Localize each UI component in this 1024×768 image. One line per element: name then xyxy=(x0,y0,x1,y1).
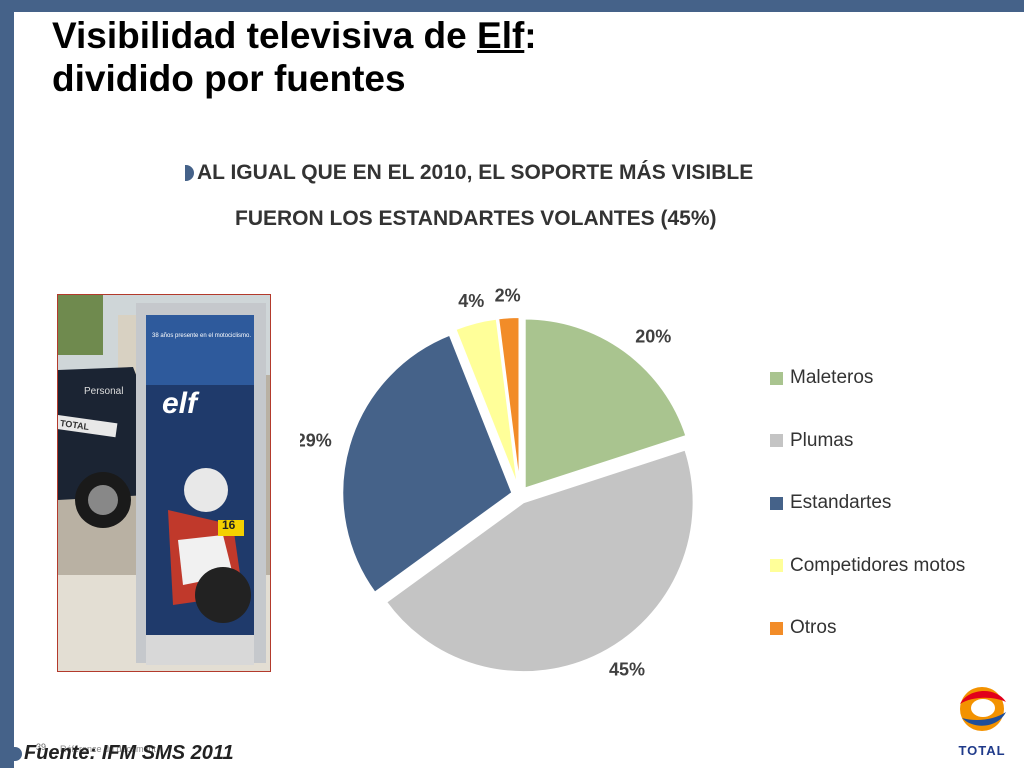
pie-slice-otros xyxy=(497,316,521,488)
legend-item-plumas: Plumas xyxy=(770,410,965,473)
subtitle-line-2: FUERON LOS ESTANDARTES VOLANTES (45%) xyxy=(235,207,717,230)
pie-slice-maleteros xyxy=(523,317,688,490)
legend-swatch xyxy=(770,496,783,510)
legend-item-competidores-motos: Competidores motos xyxy=(770,535,965,598)
top-frame-bar xyxy=(0,0,1024,12)
legend-label: Estandartes xyxy=(790,492,892,514)
footer-bullet-icon xyxy=(14,746,22,761)
left-frame-bar xyxy=(0,0,14,768)
title-line-2: dividido por fuentes xyxy=(52,58,406,99)
legend-item-maleteros: Maleteros xyxy=(770,347,965,410)
data-label-plumas: 45% xyxy=(609,660,645,680)
pie-chart: 20% 45% 29% 4% 2% xyxy=(300,285,695,680)
data-label-otros: 2% xyxy=(495,285,521,305)
data-label-estandartes: 29% xyxy=(300,430,332,450)
banner-small-text: 38 años presente en el motociclismo. xyxy=(152,333,252,339)
legend-label: Maleteros xyxy=(790,367,874,389)
legend-swatch xyxy=(770,559,783,573)
legend-label: Otros xyxy=(790,617,837,639)
footer-note: Référence du document xyxy=(60,744,157,754)
elf-banner-logo: elf xyxy=(162,387,198,420)
legend-label: Plumas xyxy=(790,429,854,451)
bike-number: 16 xyxy=(222,518,236,532)
bullet-icon xyxy=(185,165,194,181)
legend-swatch xyxy=(770,434,783,448)
slide-subtitle: AL IGUAL QUE EN EL 2010, EL SOPORTE MÁS … xyxy=(185,150,855,242)
data-label-competidores-motos: 4% xyxy=(458,291,484,311)
total-logo-text: TOTAL xyxy=(958,743,1006,758)
slide-title: Visibilidad televisiva de Elf: dividido p… xyxy=(52,14,537,100)
car-text-personal: Personal xyxy=(84,386,124,397)
title-colon: : xyxy=(524,15,537,56)
legend-swatch xyxy=(770,621,783,635)
chart-legend: Maleteros Plumas Estandartes Competidores m… xyxy=(770,347,965,660)
legend-swatch xyxy=(770,371,783,385)
title-text: Visibilidad televisiva de xyxy=(52,15,478,56)
legend-item-otros: Otros xyxy=(770,597,965,660)
page-number: 39 xyxy=(36,742,47,752)
subtitle-line-1: AL IGUAL QUE EN EL 2010, EL SOPORTE MÁS … xyxy=(197,161,754,184)
total-logo-icon xyxy=(960,687,1006,731)
source-text: Fuente: IFM SMS 2011 xyxy=(24,742,234,764)
total-logo: TOTAL xyxy=(950,682,1014,758)
pie-slice-estandartes xyxy=(341,333,514,595)
pie-slice-competidores-motos xyxy=(454,317,520,488)
banner-photo: 38 años presente en el motociclismo. elf… xyxy=(57,294,271,672)
source-footer: Fuente: IFM SMS 2011 xyxy=(14,742,234,765)
data-label-maleteros: 20% xyxy=(635,326,671,346)
legend-item-estandartes: Estandartes xyxy=(770,472,965,535)
legend-label: Competidores motos xyxy=(790,554,966,576)
pie-slice-plumas xyxy=(384,448,695,674)
title-brand: Elf xyxy=(477,15,525,56)
